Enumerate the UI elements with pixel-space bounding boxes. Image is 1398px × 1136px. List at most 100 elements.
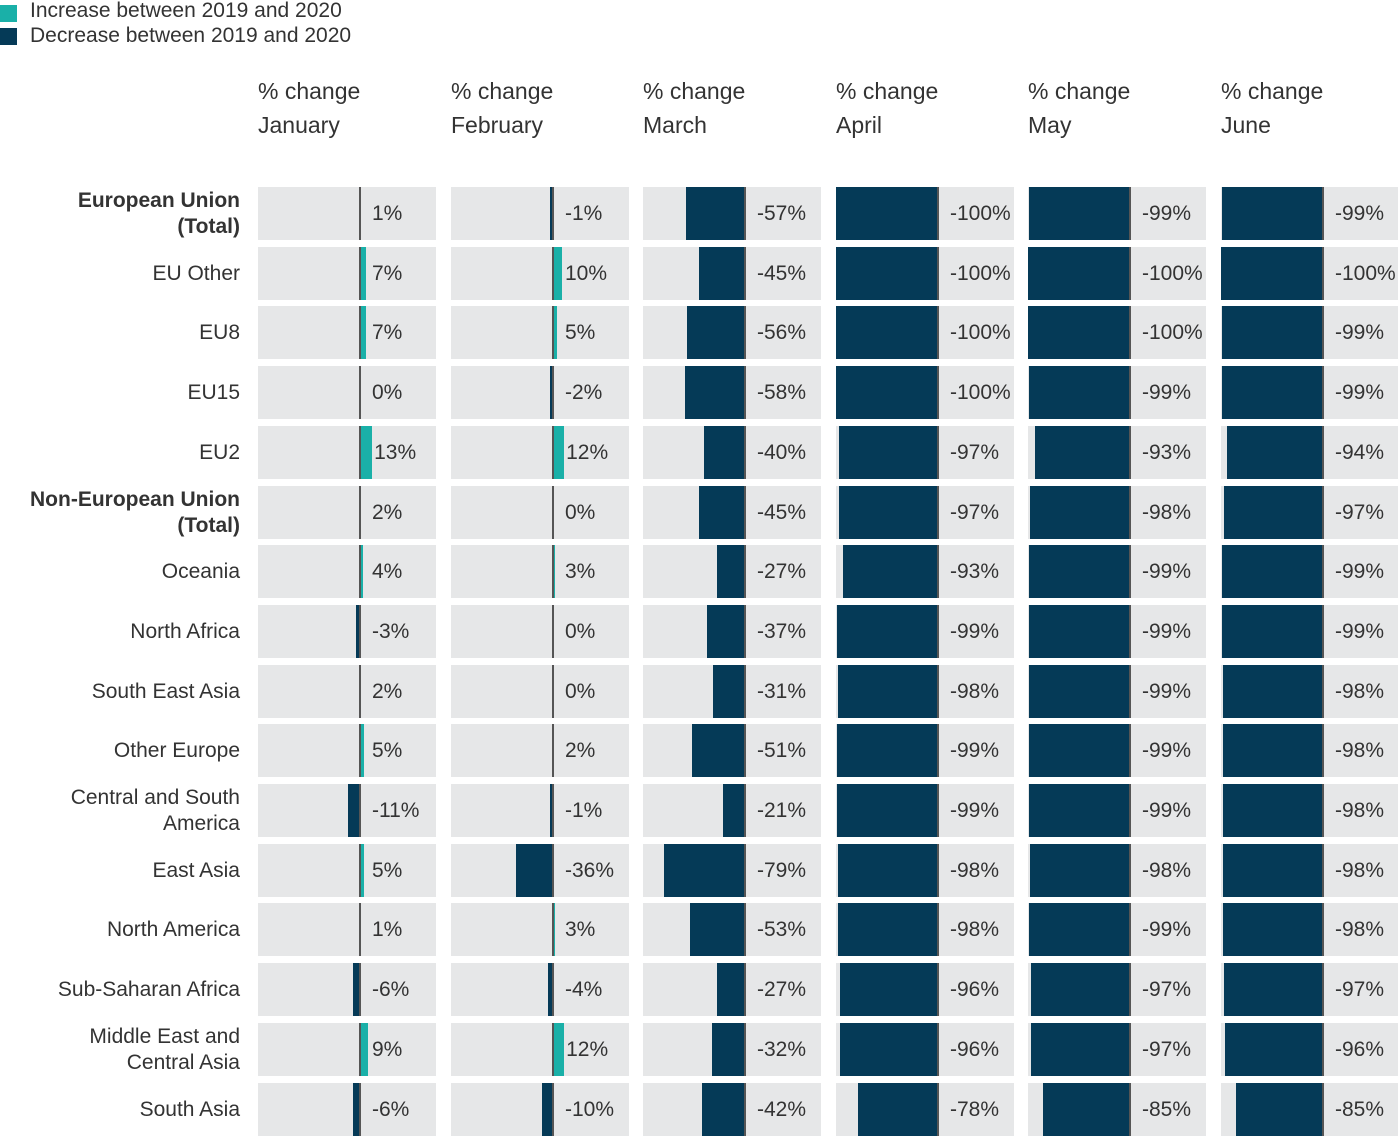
data-label: -93% bbox=[1142, 440, 1192, 464]
zero-line bbox=[552, 486, 554, 539]
zero-line bbox=[744, 426, 746, 479]
bar bbox=[359, 247, 367, 300]
cell-background bbox=[258, 844, 436, 897]
zero-line bbox=[1129, 665, 1131, 718]
data-label: 0% bbox=[565, 500, 596, 524]
data-label: -96% bbox=[1335, 1037, 1385, 1061]
bar bbox=[1221, 247, 1322, 300]
zero-line bbox=[552, 784, 554, 837]
zero-line bbox=[552, 366, 554, 419]
bar bbox=[690, 903, 744, 956]
data-label: -99% bbox=[1142, 798, 1192, 822]
bar bbox=[1031, 1023, 1129, 1076]
zero-line bbox=[937, 1023, 939, 1076]
cell-background bbox=[258, 545, 436, 598]
zero-line bbox=[1322, 1083, 1324, 1136]
data-label: -99% bbox=[1142, 201, 1192, 225]
data-label: -98% bbox=[1335, 917, 1385, 941]
data-label: -99% bbox=[950, 738, 1000, 762]
row-label-line: North America bbox=[106, 917, 240, 941]
data-label: -40% bbox=[757, 440, 807, 464]
data-label: -99% bbox=[1142, 738, 1192, 762]
zero-line bbox=[1322, 545, 1324, 598]
cell-background bbox=[258, 247, 436, 300]
data-label: -32% bbox=[757, 1037, 807, 1061]
zero-line bbox=[552, 545, 554, 598]
zero-line bbox=[359, 306, 361, 359]
row-label: North America bbox=[0, 903, 240, 956]
zero-line bbox=[359, 665, 361, 718]
cell-background bbox=[451, 426, 629, 479]
row-label-line: South Asia bbox=[139, 1097, 240, 1121]
zero-line bbox=[1129, 187, 1131, 240]
data-label: -100% bbox=[950, 201, 1011, 225]
zero-line bbox=[937, 665, 939, 718]
zero-line bbox=[937, 426, 939, 479]
data-label: -56% bbox=[757, 320, 807, 344]
bar bbox=[1029, 903, 1129, 956]
zero-line bbox=[937, 963, 939, 1016]
row-label-line: (Total) bbox=[177, 214, 240, 238]
data-label: -2% bbox=[565, 380, 603, 404]
zero-line bbox=[552, 844, 554, 897]
zero-line bbox=[744, 486, 746, 539]
bar bbox=[1223, 903, 1322, 956]
data-label: -21% bbox=[757, 798, 807, 822]
data-label: 3% bbox=[565, 917, 596, 941]
bar bbox=[1223, 784, 1322, 837]
bar bbox=[712, 665, 744, 718]
data-label: -11% bbox=[372, 798, 420, 822]
zero-line bbox=[359, 486, 361, 539]
bar bbox=[703, 426, 744, 479]
bar bbox=[838, 665, 937, 718]
zero-line bbox=[1322, 486, 1324, 539]
bar bbox=[1031, 963, 1129, 1016]
bar bbox=[836, 247, 937, 300]
bar bbox=[1028, 247, 1129, 300]
data-label: 12% bbox=[566, 440, 609, 464]
data-label: 0% bbox=[565, 619, 596, 643]
data-label: -100% bbox=[1142, 261, 1203, 285]
zero-line bbox=[552, 665, 554, 718]
bar bbox=[550, 784, 552, 837]
column-header-line: % change bbox=[451, 78, 554, 104]
data-label: -27% bbox=[757, 977, 807, 1001]
zero-line bbox=[552, 306, 554, 359]
zero-line bbox=[552, 1023, 554, 1076]
row-label: EU8 bbox=[0, 306, 240, 359]
data-label: -1% bbox=[565, 798, 603, 822]
bar bbox=[355, 605, 359, 658]
data-label: -4% bbox=[565, 977, 603, 1001]
row-label-line: EU2 bbox=[199, 440, 240, 464]
zero-line bbox=[1322, 1023, 1324, 1076]
bar bbox=[1222, 545, 1322, 598]
zero-line bbox=[744, 963, 746, 1016]
cell-background bbox=[451, 903, 629, 956]
zero-line bbox=[1322, 784, 1324, 837]
zero-line bbox=[744, 187, 746, 240]
data-label: -94% bbox=[1335, 440, 1385, 464]
zero-line bbox=[1322, 426, 1324, 479]
bar bbox=[716, 545, 744, 598]
cell-background bbox=[258, 426, 436, 479]
bar bbox=[837, 605, 937, 658]
data-label: 3% bbox=[565, 559, 596, 583]
data-label: -3% bbox=[372, 619, 410, 643]
data-label: 9% bbox=[372, 1037, 403, 1061]
bar bbox=[1030, 486, 1129, 539]
cell-background bbox=[451, 187, 629, 240]
bar bbox=[837, 784, 937, 837]
row-label-line: Non-European Union bbox=[30, 487, 240, 511]
cell-background bbox=[258, 724, 436, 777]
bar bbox=[552, 247, 563, 300]
bar bbox=[359, 844, 365, 897]
zero-line bbox=[1129, 545, 1131, 598]
zero-line bbox=[744, 903, 746, 956]
cell-background bbox=[451, 545, 629, 598]
data-label: -57% bbox=[757, 201, 807, 225]
bar bbox=[550, 187, 552, 240]
bar bbox=[686, 187, 744, 240]
data-label: -10% bbox=[565, 1097, 615, 1121]
zero-line bbox=[359, 1083, 361, 1136]
data-label: 7% bbox=[372, 261, 403, 285]
